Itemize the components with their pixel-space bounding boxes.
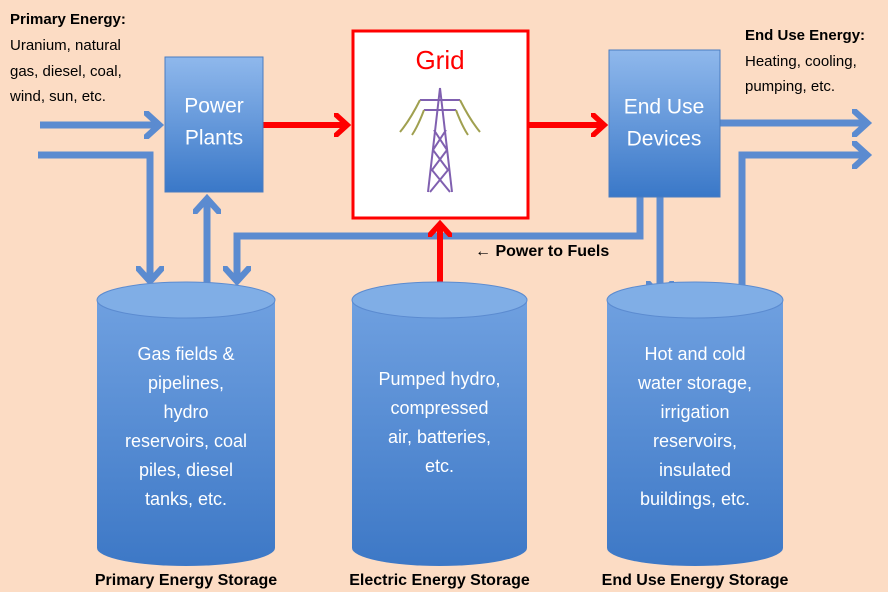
primary-line: wind, sun, etc.	[9, 88, 106, 105]
storage-text: pipelines,	[148, 373, 224, 393]
cylinders	[96, 281, 784, 566]
storage-text: etc.	[425, 456, 454, 476]
cylinder-top	[351, 281, 528, 319]
storage-text: Hot and cold	[644, 344, 745, 364]
end-use-line: Heating, cooling,	[745, 53, 857, 70]
storage-text: insulated	[659, 460, 731, 480]
storage-text: water storage,	[637, 373, 752, 393]
storage-caption: End Use Energy Storage	[602, 572, 789, 589]
primary-title: Primary Energy:	[10, 11, 126, 28]
primary-line: Uranium, natural	[10, 37, 121, 54]
node-label: End Use	[624, 96, 705, 119]
storage-text: buildings, etc.	[640, 489, 750, 509]
storage-text: irrigation	[660, 402, 729, 422]
storage-text: reservoirs,	[653, 431, 737, 451]
cylinder	[97, 300, 275, 566]
node-label: Power	[184, 95, 244, 118]
end-use-devices-box	[608, 49, 721, 198]
arrows	[38, 123, 866, 300]
storage-text: piles, diesel	[139, 460, 233, 480]
node-label: Grid	[415, 45, 464, 75]
storage-caption: Electric Energy Storage	[349, 572, 530, 589]
node-label: Devices	[627, 128, 702, 151]
storage-text: tanks, etc.	[145, 489, 227, 509]
end-use-title: End Use Energy:	[745, 27, 865, 44]
tower-icon	[399, 87, 481, 193]
storage-text: Pumped hydro,	[378, 369, 500, 389]
storage-text: Gas fields &	[137, 344, 234, 364]
cylinder-top	[96, 281, 276, 319]
storage-text: hydro	[163, 402, 208, 422]
cylinder	[607, 300, 783, 566]
storage-text: air, batteries,	[388, 427, 491, 447]
node-label: Plants	[185, 127, 243, 150]
cylinder	[352, 300, 527, 566]
cylinder-top	[606, 281, 784, 319]
power-to-fuels: ← Power to Fuels	[475, 243, 609, 260]
storage-caption: Primary Energy Storage	[95, 572, 277, 589]
storage-text: reservoirs, coal	[125, 431, 247, 451]
primary-line: gas, diesel, coal,	[10, 63, 122, 80]
storage-text: compressed	[390, 398, 488, 418]
grid-box	[351, 29, 530, 220]
end-use-line: pumping, etc.	[745, 78, 835, 95]
power-plants-box	[164, 56, 264, 193]
